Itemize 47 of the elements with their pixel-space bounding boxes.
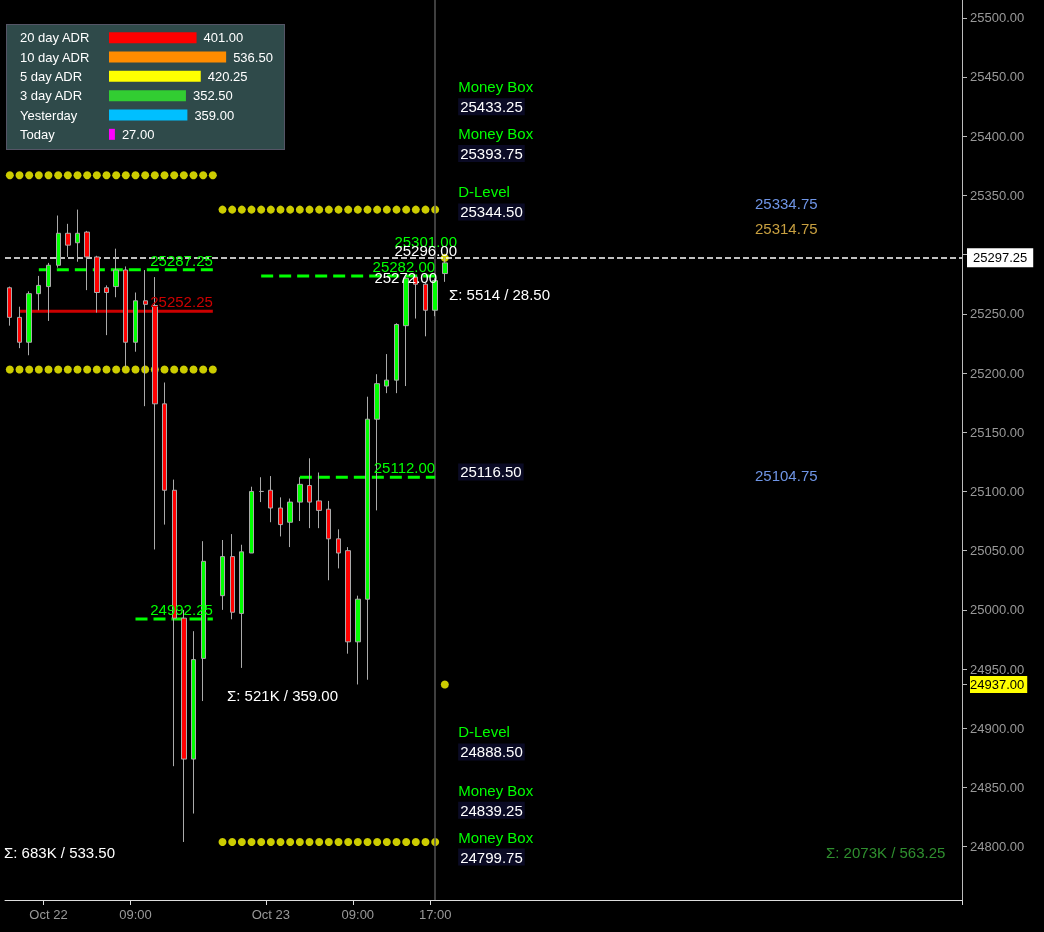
data-label: 359.00 [194, 107, 235, 123]
annotation: D-Level 24888.50 [458, 723, 523, 761]
data-label: 420.25 [207, 68, 248, 84]
annotation: Σ: 683K / 533.50 [4, 843, 116, 861]
y-tick-label: 24800.00 [970, 839, 1025, 855]
annotation: Money Box 25393.75 [458, 125, 534, 163]
y-tick-label: 25500.00 [970, 10, 1025, 26]
y-tick-label: 10 day ADR [20, 49, 90, 65]
y-tick-label: 25350.00 [970, 187, 1025, 203]
x-tick-label: 09:00 [119, 907, 152, 922]
y-tick-label: 24900.00 [970, 720, 1025, 736]
y-tick-label: 25400.00 [970, 128, 1025, 144]
y-tick-label: 25200.00 [970, 365, 1025, 381]
y-tick-label: 5 day ADR [20, 68, 83, 84]
data-label: 401.00 [203, 30, 244, 46]
annotation: 25314.75 [755, 219, 818, 237]
y-tick-label: 20 day ADR [20, 30, 90, 46]
annotation: 25104.75 [755, 466, 818, 484]
y-tick-label: 24950.00 [970, 661, 1025, 677]
y-tick-label: Yesterday [20, 107, 78, 123]
annotation: Σ: 521K / 359.00 [227, 686, 339, 704]
y-tick-label: 24850.00 [970, 780, 1025, 795]
x-tick-label: Oct 22 [29, 907, 68, 922]
annotation: Σ: 5514 / 28.50 [449, 285, 551, 303]
data-label: 352.50 [192, 88, 233, 104]
y-tick-label: 25000.00 [970, 602, 1025, 618]
y-tick-label: 25100.00 [970, 483, 1025, 499]
annotation: Money Box 24839.25 [458, 781, 534, 819]
y-tick-label: 25450.00 [970, 69, 1025, 85]
annotation: 25334.75 [755, 194, 818, 212]
y-tick-label: Today [20, 126, 56, 142]
x-tick-label: Oct 23 [251, 907, 290, 922]
y-tick-label: 3 day ADR [20, 88, 83, 104]
annotation: Σ: 2073K / 563.25 [826, 843, 946, 861]
ref-line-label: 25297.25 [973, 250, 1028, 266]
annotation: D-Level 25344.50 [458, 183, 523, 221]
y-tick-label: 25150.00 [970, 424, 1025, 440]
annotation: Money Box 25433.25 [458, 78, 534, 116]
x-tick-label: 09:00 [341, 907, 375, 922]
y-tick-label: 25250.00 [970, 306, 1025, 322]
y-tick-label: 25050.00 [970, 543, 1025, 559]
y-tick-label: 24937.00 [970, 676, 1025, 692]
data-label: 27.00 [121, 126, 155, 142]
x-tick-label: 17:00 [418, 907, 452, 922]
data-label: 536.50 [233, 49, 273, 65]
annotation: Money Box 24799.75 [458, 828, 534, 866]
annotation: 25116.50 [460, 463, 522, 481]
